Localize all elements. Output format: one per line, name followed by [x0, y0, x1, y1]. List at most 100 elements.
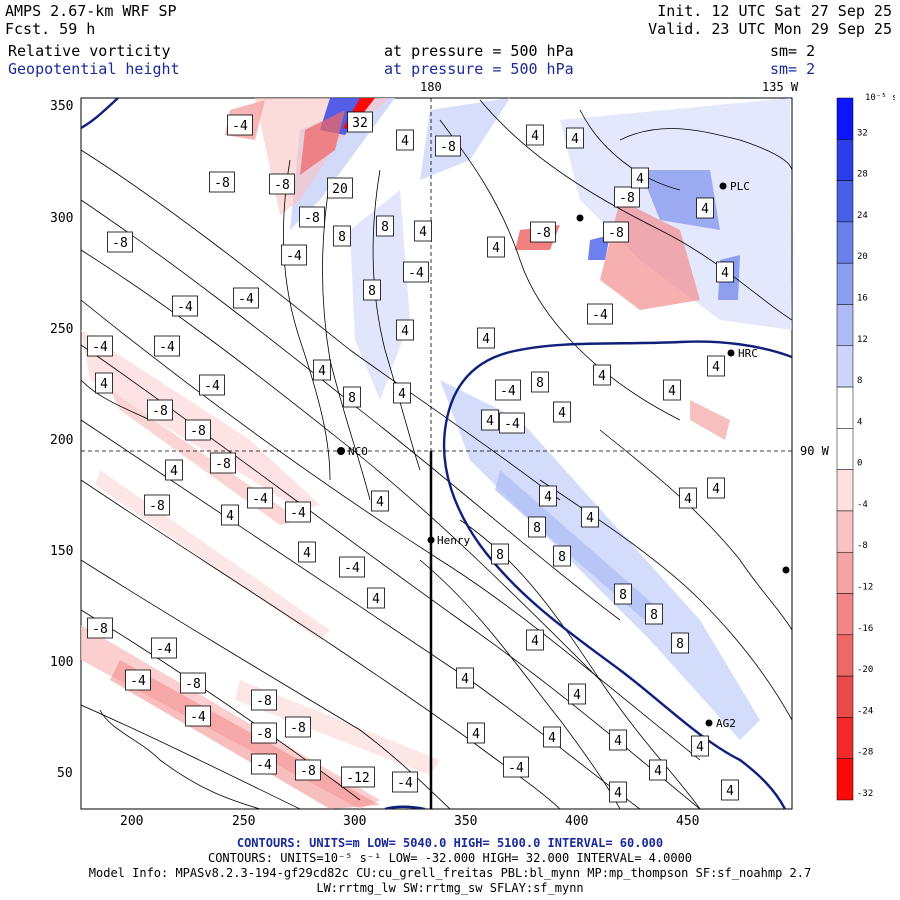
colorbar-swatch	[836, 262, 854, 305]
contour-label-box	[566, 127, 584, 149]
contour-label: -8	[256, 727, 272, 742]
contour-label-box	[147, 399, 173, 421]
contour-label: 4	[614, 734, 622, 749]
contour-label-box	[185, 419, 211, 441]
contour-label: 8	[338, 230, 346, 245]
contour-label: -4	[204, 379, 220, 394]
contour-label: 4	[318, 364, 326, 379]
contour-label: 8	[619, 588, 627, 603]
contour-label-box	[363, 279, 381, 301]
colorbar-label: 16	[857, 293, 868, 303]
contour-label: -4	[190, 710, 206, 725]
contour-label: 4	[398, 387, 406, 402]
colorbar-swatch	[836, 469, 854, 512]
contour-label-box	[185, 705, 211, 727]
contour-label-box	[285, 716, 311, 738]
contour-label: 20	[332, 182, 348, 197]
y-tick-50: 50	[57, 766, 73, 781]
contour-label-box	[227, 114, 253, 136]
contour-label: -4	[504, 417, 520, 432]
contour-label-box	[87, 617, 113, 639]
contour-label-box	[696, 197, 714, 219]
colorbar-swatch	[836, 180, 854, 223]
x-tick-200: 200	[120, 814, 144, 829]
contour-label-box	[299, 206, 325, 228]
contour-label-box	[251, 753, 277, 775]
pressure-level-2: at pressure = 500 hPa	[384, 60, 574, 78]
contour-label-box	[614, 186, 640, 208]
colorbar-label: -20	[857, 665, 873, 675]
contour-label-box	[403, 261, 429, 283]
colorbar-label: 20	[857, 252, 868, 262]
contour-label-box	[587, 303, 613, 325]
colorbar-label: 32	[857, 128, 868, 138]
longitude-label-90w: 90 W	[800, 444, 829, 458]
x-tick-350: 350	[454, 814, 478, 829]
contour-label-box	[347, 111, 373, 133]
field-vorticity-label: Relative vorticity	[8, 42, 171, 60]
contour-label-box	[530, 221, 556, 243]
contour-label-box	[285, 501, 311, 523]
colorbar-label: 8	[857, 376, 862, 386]
contour-label-box	[707, 355, 725, 377]
contour-label: -4	[130, 674, 146, 689]
contour-label-box	[151, 637, 177, 659]
contour-label-box	[221, 504, 239, 526]
contour-label: 4	[492, 241, 500, 256]
contour-label: 4	[531, 634, 539, 649]
colorbar-swatch	[836, 139, 854, 181]
contour-label-box	[553, 401, 571, 423]
contour-label: -4	[344, 561, 360, 576]
contour-label-box	[209, 171, 235, 193]
footer-vorticity-contours: CONTOURS: UNITS=10⁻⁵ s⁻¹ LOW= -32.000 HI…	[207, 851, 693, 865]
station-label-ag2: AG2	[716, 717, 736, 730]
contour-label-box	[645, 603, 663, 625]
colorbar-swatch	[836, 717, 854, 759]
contour-label-box	[333, 225, 351, 247]
model-title: AMPS 2.67-km WRF SP	[5, 2, 177, 20]
contour-label-box	[165, 459, 183, 481]
contour-label-box	[679, 487, 697, 509]
contour-label-box	[396, 319, 414, 341]
colorbar-unit: 10⁻⁵ s⁻¹	[865, 93, 895, 103]
contour-label-box	[631, 167, 649, 189]
contour-label-box	[603, 221, 629, 243]
contour-label-box	[233, 287, 259, 309]
y-tick-150: 150	[50, 544, 74, 559]
contour-label: 4	[573, 688, 581, 703]
contour-label-box	[210, 452, 236, 474]
contour-label: 4	[486, 414, 494, 429]
y-tick-100: 100	[50, 655, 74, 670]
contour-label-box	[371, 490, 389, 512]
contour-label-box	[313, 359, 331, 381]
colorbar-swatch	[836, 97, 854, 140]
contour-label-box	[487, 236, 505, 258]
contour-label-box	[707, 477, 725, 499]
contour-label: -8	[619, 191, 635, 206]
colorbar-swatch	[836, 345, 854, 388]
colorbar-swatch	[836, 551, 854, 594]
contour-label-box	[281, 244, 307, 266]
longitude-label-180: 180	[420, 80, 442, 94]
contour-label-box	[435, 135, 461, 157]
contour-label-box	[95, 372, 113, 394]
contour-label-box	[172, 295, 198, 317]
contour-label-box	[456, 667, 474, 689]
contour-label: 4	[726, 784, 734, 799]
contour-label: 4	[472, 727, 480, 742]
colorbar-swatch	[836, 634, 854, 677]
contour-label-box	[107, 231, 133, 253]
contour-label: -4	[256, 758, 272, 773]
contour-label-box	[531, 371, 549, 393]
contour-label: 4	[461, 672, 469, 687]
contour-label: 4	[170, 464, 178, 479]
contour-label: -4	[238, 292, 254, 307]
contour-label-box	[341, 766, 375, 788]
contour-label: 4	[654, 764, 662, 779]
contour-label-box	[247, 487, 273, 509]
footer-model-info: Model Info: MPASv8.2.3-194-gf29cd82c CU:…	[88, 866, 812, 880]
contour-label: -4	[92, 340, 108, 355]
contour-label-box	[503, 756, 529, 778]
contour-label-box	[199, 374, 225, 396]
contour-label: 4	[701, 202, 709, 217]
